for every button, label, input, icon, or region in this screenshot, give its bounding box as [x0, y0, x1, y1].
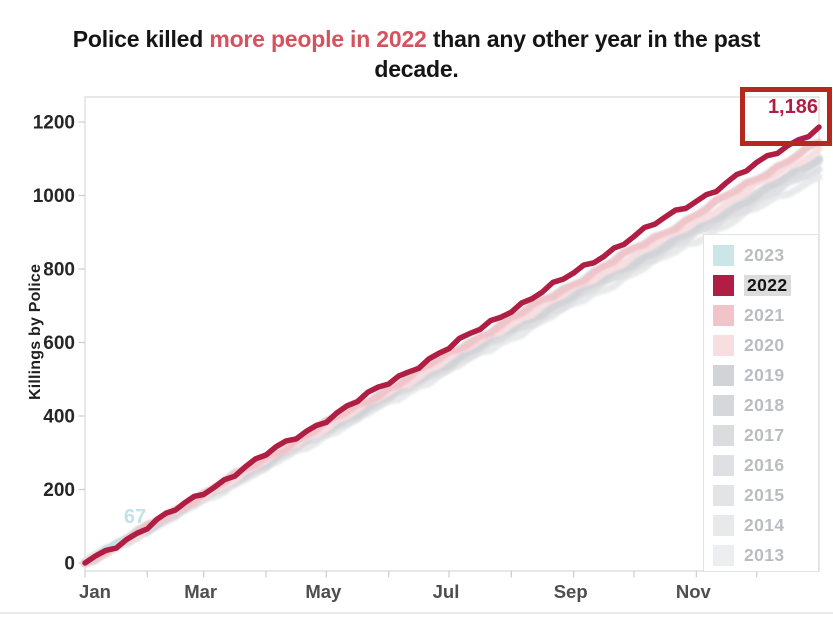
legend-item-2013[interactable]: 2013: [713, 540, 818, 570]
legend-swatch-2014: [713, 514, 734, 536]
y-tick-label: 800: [43, 260, 75, 281]
legend-swatch-2013: [713, 544, 734, 566]
legend-item-label: 2019: [744, 364, 785, 385]
legend-swatch-2023: [713, 244, 734, 266]
legend-item-label: 2021: [744, 304, 785, 325]
legend-item-2020[interactable]: 2020: [713, 330, 818, 360]
legend-item-2022[interactable]: 2022: [713, 270, 818, 300]
legend-swatch-2019: [713, 364, 734, 386]
legend-swatch-2017: [713, 424, 734, 446]
current-year-annotation: 67: [123, 506, 147, 528]
y-tick-label: 1000: [33, 186, 75, 207]
y-tick-label: 1200: [33, 113, 75, 134]
legend-swatch-2022: [713, 274, 734, 296]
y-tick-label: 0: [64, 554, 75, 575]
x-tick-label: Sep: [554, 581, 588, 602]
x-tick-label: May: [305, 581, 342, 602]
legend: 2023 2022 2021 2020 2019 2018 2017 2016 2015 2014…: [703, 234, 819, 572]
y-tick-label: 200: [43, 480, 75, 501]
y-tick-label: 400: [43, 407, 75, 428]
legend-item-label: 2013: [744, 544, 785, 565]
legend-item-2018[interactable]: 2018: [713, 390, 818, 420]
legend-item-2019[interactable]: 2019: [713, 360, 818, 390]
legend-item-2021[interactable]: 2021: [713, 300, 818, 330]
legend-swatch-2020: [713, 334, 734, 356]
title-highlight: more people in 2022: [209, 26, 427, 53]
x-tick-label: Jan: [79, 581, 111, 602]
max-annotation-label: 1,186: [767, 96, 818, 118]
legend-item-2017[interactable]: 2017: [713, 420, 818, 450]
legend-item-label: 2017: [744, 424, 785, 445]
x-tick-label: Jul: [433, 581, 460, 602]
plot-border: [84, 96, 820, 572]
y-tick-label: 600: [43, 333, 75, 354]
chart-title: Police killed more people in 2022 than a…: [0, 24, 833, 84]
title-text-2: than any other year in the past: [426, 26, 761, 53]
series-line-2022[interactable]: [82, 124, 822, 566]
legend-item-label: 2020: [744, 334, 785, 355]
legend-item-label: 2015: [744, 484, 785, 505]
legend-swatch-2016: [713, 454, 734, 476]
legend-item-label: 2018: [744, 394, 785, 415]
legend-swatch-2018: [713, 394, 734, 416]
title-text-1: Police killed: [72, 26, 210, 53]
title-text-3: decade.: [374, 56, 459, 83]
page-divider: [0, 612, 833, 614]
legend-item-2023[interactable]: 2023: [713, 240, 818, 270]
max-annotation-box: 1,186: [740, 87, 832, 146]
x-tick-label: Mar: [184, 581, 217, 602]
legend-item-label: 2023: [744, 244, 785, 265]
legend-swatch-2015: [713, 484, 734, 506]
legend-item-2015[interactable]: 2015: [713, 480, 818, 510]
legend-item-2014[interactable]: 2014: [713, 510, 818, 540]
legend-item-2016[interactable]: 2016: [713, 450, 818, 480]
legend-item-label: 2022: [744, 274, 791, 296]
x-tick-label: Nov: [676, 581, 712, 602]
legend-swatch-2021: [713, 304, 734, 326]
legend-item-label: 2014: [744, 514, 785, 535]
legend-item-label: 2016: [744, 454, 785, 475]
